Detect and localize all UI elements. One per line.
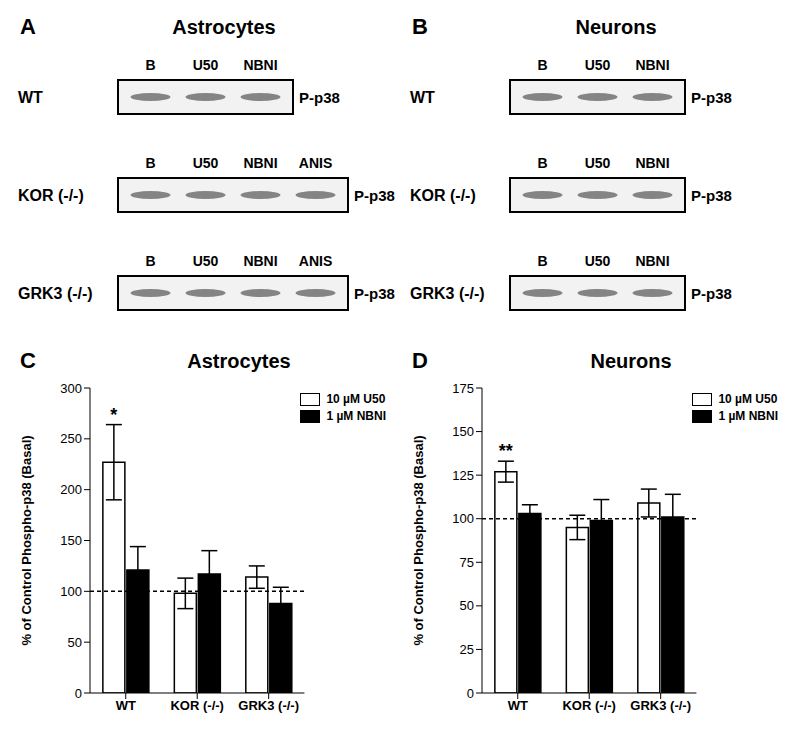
svg-text:ANIS: ANIS (299, 155, 332, 171)
svg-text:KOR (-/-): KOR (-/-) (170, 698, 223, 713)
svg-text:250: 250 (60, 431, 82, 446)
svg-text:B: B (145, 253, 155, 269)
svg-text:WT: WT (508, 698, 528, 713)
svg-text:P-p38: P-p38 (354, 285, 395, 302)
svg-text:P-p38: P-p38 (691, 187, 732, 204)
svg-text:P-p38: P-p38 (691, 89, 732, 106)
svg-text:Neurons: Neurons (575, 16, 656, 38)
html-text:C: C (20, 348, 36, 373)
svg-text:NBNI: NBNI (243, 253, 277, 269)
svg-text:KOR (-/-): KOR (-/-) (562, 698, 615, 713)
svg-text:B: B (145, 57, 155, 73)
svg-text:**: ** (499, 441, 513, 461)
svg-text:WT: WT (116, 698, 136, 713)
svg-text:*: * (110, 405, 117, 425)
svg-text:NBNI: NBNI (243, 57, 277, 73)
html-text:1 µM NBNI: 1 µM NBNI (718, 409, 778, 423)
svg-text:NBNI: NBNI (635, 57, 669, 73)
svg-text:300: 300 (60, 381, 82, 396)
svg-text:U50: U50 (585, 57, 611, 73)
html-text:D: D (412, 348, 428, 373)
html-text:1 µM NBNI: 1 µM NBNI (326, 409, 386, 423)
svg-text:P-p38: P-p38 (354, 187, 395, 204)
svg-text:ANIS: ANIS (299, 253, 332, 269)
svg-text:NBNI: NBNI (635, 253, 669, 269)
svg-text:150: 150 (452, 424, 474, 439)
svg-text:P-p38: P-p38 (299, 89, 340, 106)
svg-text:75: 75 (460, 555, 474, 570)
svg-text:GRK3 (-/-): GRK3 (-/-) (410, 285, 485, 302)
svg-text:A: A (20, 14, 36, 39)
svg-text:KOR (-/-): KOR (-/-) (410, 187, 476, 204)
svg-text:U50: U50 (193, 57, 219, 73)
svg-text:KOR (-/-): KOR (-/-) (18, 187, 84, 204)
svg-text:GRK3 (-/-): GRK3 (-/-) (238, 698, 299, 713)
svg-text:U50: U50 (585, 253, 611, 269)
svg-text:WT: WT (18, 89, 43, 106)
svg-text:B: B (537, 253, 547, 269)
svg-text:WT: WT (410, 89, 435, 106)
svg-text:% of Control Phospho-p38 (Basa: % of Control Phospho-p38 (Basal) (411, 435, 426, 645)
html-text:Neurons: Neurons (590, 350, 672, 372)
svg-text:NBNI: NBNI (243, 155, 277, 171)
svg-text:GRK3 (-/-): GRK3 (-/-) (18, 285, 93, 302)
svg-text:NBNI: NBNI (635, 155, 669, 171)
svg-text:P-p38: P-p38 (691, 285, 732, 302)
svg-text:200: 200 (60, 482, 82, 497)
svg-text:175: 175 (452, 381, 474, 396)
html-text:Astrocytes: Astrocytes (187, 350, 291, 372)
svg-text:% of Control Phospho-p38 (Basa: % of Control Phospho-p38 (Basal) (19, 435, 34, 645)
svg-text:B: B (145, 155, 155, 171)
svg-text:150: 150 (60, 533, 82, 548)
svg-text:B: B (537, 57, 547, 73)
svg-text:0: 0 (75, 686, 82, 701)
html-text:10 µM U50: 10 µM U50 (326, 392, 386, 406)
svg-text:50: 50 (460, 598, 474, 613)
svg-text:U50: U50 (193, 155, 219, 171)
svg-text:0: 0 (467, 686, 474, 701)
svg-text:125: 125 (452, 468, 474, 483)
svg-text:25: 25 (460, 642, 474, 657)
svg-text:Astrocytes: Astrocytes (172, 16, 275, 38)
svg-text:GRK3 (-/-): GRK3 (-/-) (630, 698, 691, 713)
svg-text:100: 100 (452, 511, 474, 526)
svg-text:100: 100 (60, 584, 82, 599)
svg-text:U50: U50 (193, 253, 219, 269)
svg-text:B: B (412, 14, 428, 39)
svg-text:50: 50 (68, 635, 82, 650)
svg-text:U50: U50 (585, 155, 611, 171)
svg-text:B: B (537, 155, 547, 171)
html-text:10 µM U50: 10 µM U50 (718, 392, 778, 406)
